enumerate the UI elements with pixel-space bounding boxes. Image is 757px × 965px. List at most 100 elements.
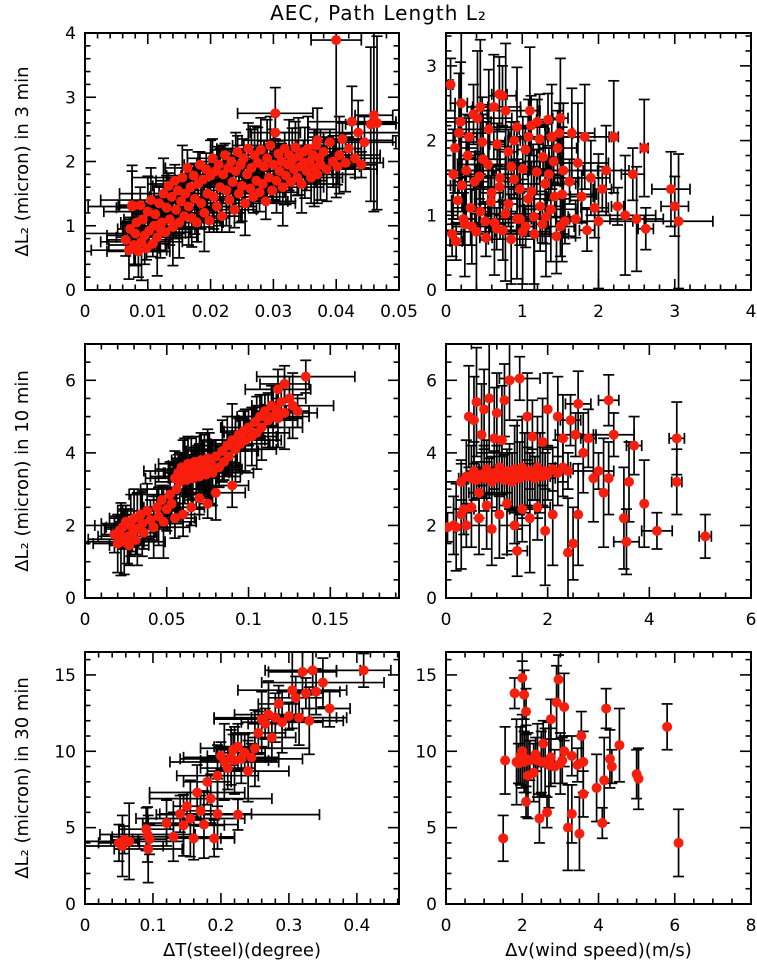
data-point — [178, 509, 189, 520]
data-point — [589, 202, 600, 213]
x-tick-label: 3 — [669, 302, 680, 322]
data-point — [593, 216, 604, 227]
data-point — [142, 206, 153, 217]
axis-labels: 0 1 2 3 4 0 1 2 3 — [426, 57, 756, 322]
data-point — [191, 217, 202, 228]
data-point — [209, 833, 220, 844]
data-point — [168, 831, 179, 842]
data-point — [593, 466, 604, 476]
plot-frame — [445, 32, 752, 291]
data-point — [145, 195, 156, 206]
data-point — [208, 191, 219, 202]
data-point — [549, 191, 560, 202]
x-tick-label: 0 — [80, 916, 91, 936]
data-point — [258, 161, 269, 172]
data-point — [578, 789, 589, 800]
data-point — [143, 844, 154, 855]
data-point — [474, 487, 485, 498]
data-point — [158, 516, 169, 527]
data-point — [358, 665, 369, 676]
data-point — [220, 150, 231, 161]
data-point — [186, 502, 197, 513]
data-point — [156, 495, 167, 506]
y-tick-label: 5 — [65, 819, 76, 839]
data-point — [185, 182, 196, 193]
data-point — [579, 131, 590, 142]
data-point — [142, 505, 153, 516]
data-point — [608, 429, 619, 440]
data-point — [474, 513, 485, 524]
y-tick-label: 0 — [65, 895, 76, 915]
data-point — [477, 137, 488, 148]
data-point — [210, 487, 221, 498]
data-point — [629, 440, 640, 451]
data-point — [522, 411, 533, 422]
data-point — [509, 174, 520, 185]
data-point — [598, 487, 609, 498]
data-point — [572, 157, 583, 168]
y-tick-label: 15 — [415, 666, 437, 686]
panel-dv-10min: 0 2 4 6 0 2 4 6 — [426, 343, 757, 630]
data-point — [662, 721, 673, 732]
data-point — [483, 159, 494, 170]
data-point — [542, 807, 553, 818]
y-tick-label: 1 — [426, 206, 437, 226]
data-point — [172, 185, 183, 196]
data-point — [514, 214, 525, 225]
data-point — [673, 216, 684, 227]
data-point — [130, 228, 141, 239]
data-point — [535, 201, 546, 212]
data-point — [557, 755, 568, 766]
data-point — [161, 202, 172, 213]
data-point — [471, 226, 482, 237]
data-point — [468, 466, 479, 476]
data-point — [604, 753, 615, 764]
data-point — [304, 715, 315, 726]
data-point — [545, 204, 556, 215]
data-point — [459, 219, 470, 230]
ticks — [445, 652, 752, 905]
data-point — [198, 819, 209, 830]
data-point — [491, 407, 502, 418]
data-points — [445, 79, 684, 247]
data-point — [154, 198, 165, 209]
data-point — [324, 703, 335, 714]
data-point — [205, 793, 216, 804]
y-tick-label: 0 — [426, 589, 437, 609]
data-point — [158, 188, 169, 199]
x-tick-label: 4 — [644, 610, 655, 630]
data-point — [546, 131, 557, 142]
y-tick-label: 0 — [65, 589, 76, 609]
data-layer — [445, 343, 713, 599]
data-point — [553, 674, 564, 685]
data-point — [532, 502, 543, 513]
data-point — [232, 741, 243, 752]
data-point — [563, 547, 573, 558]
chart-title: AEC, Path Length L₂ — [270, 1, 487, 25]
data-point — [300, 371, 311, 382]
data-point — [169, 513, 180, 524]
data-point — [183, 201, 194, 212]
x-tick-label: 6 — [746, 610, 757, 630]
data-point — [468, 109, 479, 120]
data-point — [500, 755, 511, 766]
y-tick-label: 2 — [65, 153, 76, 173]
data-point — [503, 146, 514, 157]
x-tick-label: 2 — [517, 916, 528, 936]
data-point — [511, 122, 522, 133]
data-point — [273, 698, 284, 709]
data-point — [458, 504, 469, 515]
data-point — [449, 143, 460, 154]
data-point — [573, 509, 584, 520]
data-point — [540, 525, 551, 536]
data-point — [578, 756, 589, 767]
data-point — [202, 776, 213, 787]
data-point — [492, 139, 503, 150]
plot-frame — [84, 651, 400, 905]
data-point — [576, 731, 587, 741]
data-point — [494, 181, 505, 192]
data-point — [597, 184, 608, 195]
data-point — [563, 822, 573, 833]
data-point — [480, 232, 491, 243]
data-point — [545, 752, 556, 763]
